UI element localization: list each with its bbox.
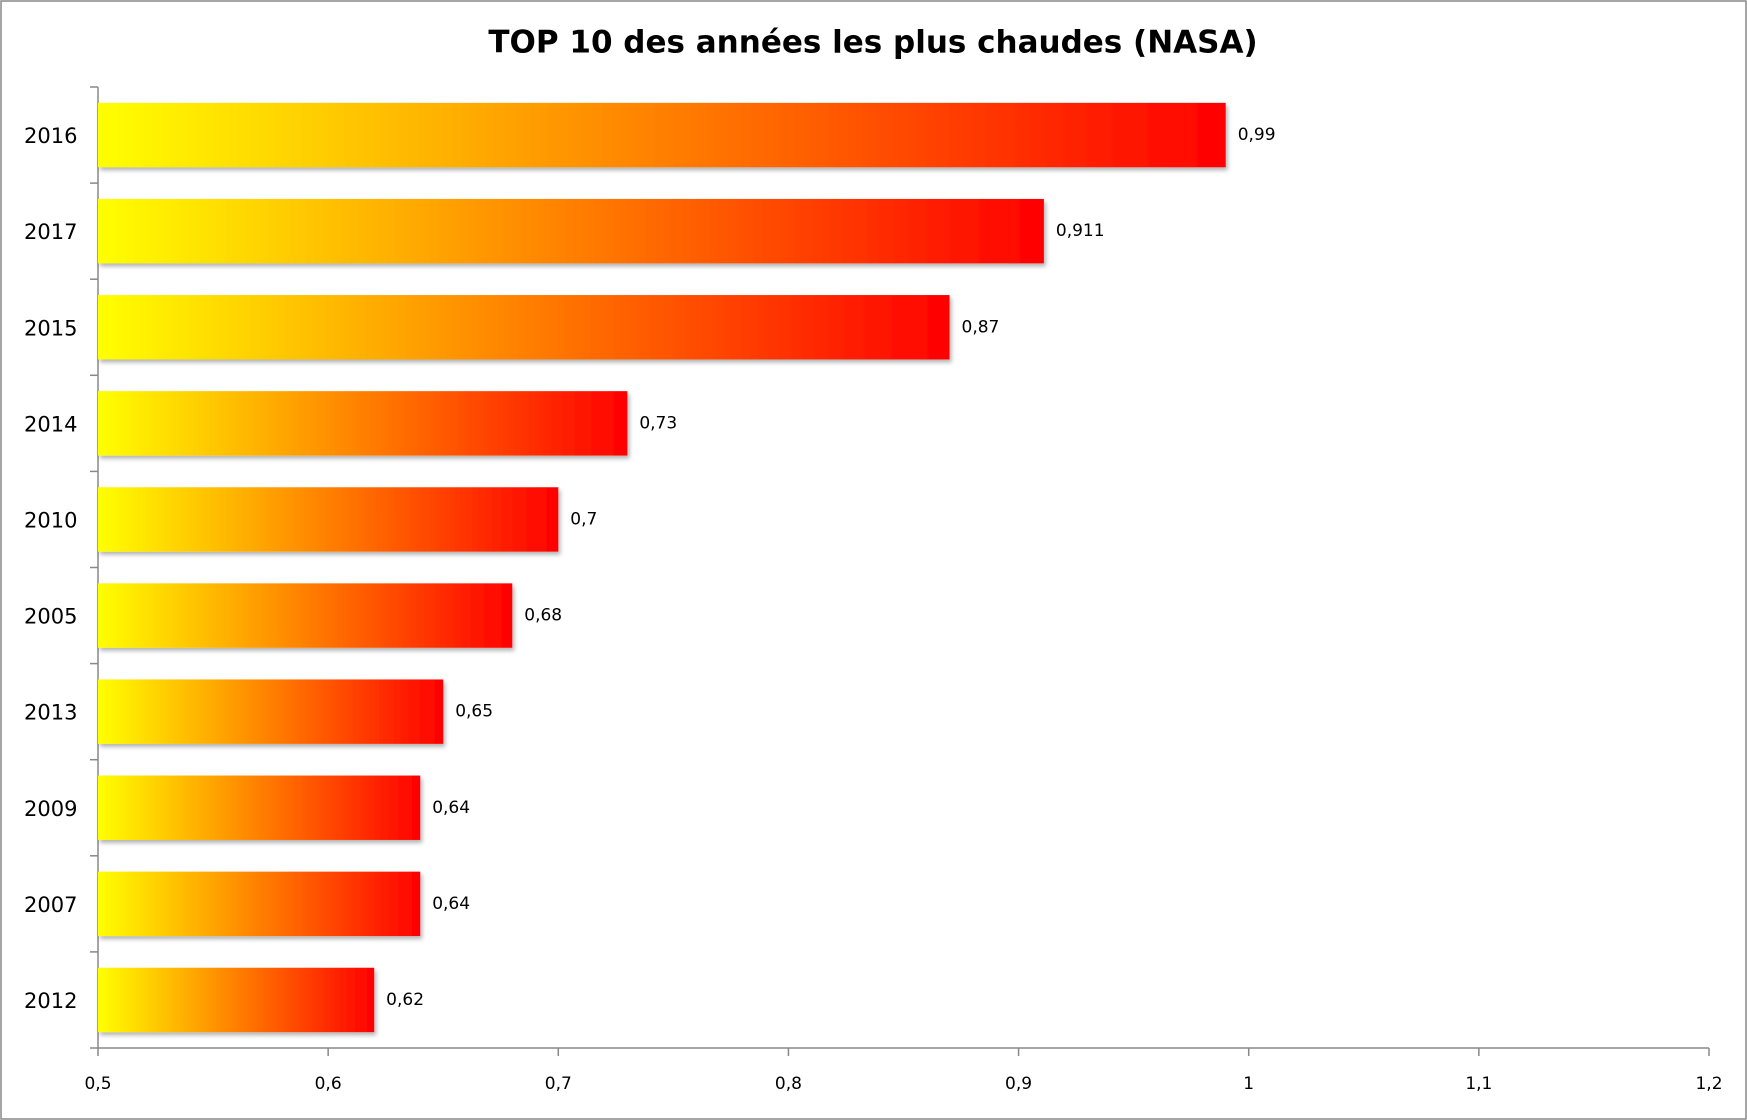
chart-title: TOP 10 des années les plus chaudes (NASA…: [488, 25, 1257, 61]
x-tick-label: 1,1: [1465, 1074, 1492, 1094]
bar: [98, 679, 444, 744]
y-tick-label: 2016: [24, 124, 77, 148]
x-tick-label: 1,2: [1695, 1074, 1722, 1094]
bar: [98, 391, 628, 456]
bar: [98, 967, 375, 1033]
y-tick-label: 2007: [24, 893, 77, 917]
x-tick-label: 1: [1243, 1074, 1254, 1094]
value-label: 0,911: [1056, 221, 1105, 241]
y-tick-label: 2005: [24, 605, 77, 629]
y-tick-label: 2013: [24, 701, 77, 725]
x-tick-label: 0,6: [315, 1074, 342, 1094]
x-tick-label: 0,7: [545, 1074, 572, 1094]
y-tick-label: 2017: [24, 220, 77, 244]
value-label: 0,7: [570, 509, 597, 529]
y-tick-label: 2010: [24, 508, 77, 532]
value-label: 0,99: [1238, 125, 1276, 145]
value-label: 0,62: [386, 990, 424, 1010]
value-label: 0,87: [962, 317, 1000, 337]
x-tick-label: 0,8: [775, 1074, 802, 1094]
value-label: 0,68: [524, 606, 562, 626]
bar: [98, 102, 1226, 168]
y-tick-label: 2012: [24, 989, 77, 1013]
x-tick-label: 0,9: [1005, 1074, 1032, 1094]
y-tick-label: 2015: [24, 316, 77, 340]
value-label: 0,64: [432, 798, 470, 818]
bar: [98, 487, 559, 552]
value-label: 0,64: [432, 894, 470, 914]
x-tick-label: 0,5: [84, 1074, 111, 1094]
bar: [98, 871, 421, 937]
y-tick-label: 2014: [24, 412, 77, 436]
bar: [98, 775, 421, 840]
bar: [98, 295, 950, 360]
value-label: 0,73: [639, 413, 677, 433]
bar: [98, 198, 1044, 264]
y-tick-label: 2009: [24, 797, 77, 821]
value-label: 0,65: [455, 702, 493, 722]
bar: [98, 583, 513, 648]
